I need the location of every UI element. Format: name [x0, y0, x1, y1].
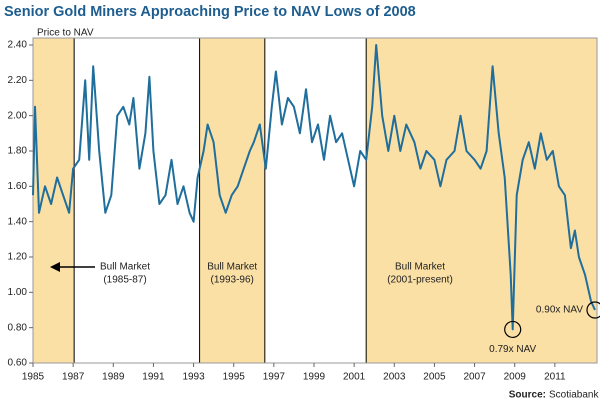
source: Scotiabank [549, 390, 599, 401]
chart-title: Senior Gold Miners Approaching Price to … [4, 4, 416, 20]
annotation-circle [586, 301, 600, 319]
annotation-label: 0.79x NAV [489, 344, 536, 355]
x-tick-label: 2007 [463, 372, 486, 383]
bull-market-shade [366, 38, 597, 363]
x-tick-label: 2011 [544, 372, 566, 383]
y-tick-label: 1.00 [8, 287, 28, 298]
y-tick-label: 1.60 [8, 181, 28, 192]
y-tick-label: 0.80 [8, 322, 28, 333]
y-axis-label: Price to NAV [37, 28, 94, 39]
bull-market-shade [33, 38, 75, 363]
x-tick-label: 1993 [182, 372, 205, 383]
arrow-head [50, 262, 60, 272]
y-tick-label: 2.00 [8, 110, 28, 121]
y-tick-label: 0.60 [8, 358, 28, 369]
y-tick-label: 2.40 [8, 40, 28, 51]
shaded-regions [33, 38, 597, 363]
y-tick-label: 1.20 [8, 252, 28, 263]
region-label: Bull Market [395, 262, 445, 273]
region-label: Bull Market [100, 262, 150, 273]
region-label: Bull Market [207, 262, 257, 273]
plot: Bull Market (1985-87) Bull Market (1993-96)… [8, 28, 600, 383]
x-tick-label: 2003 [383, 372, 406, 383]
source-label: Source: [509, 390, 546, 401]
x-tick-label: 1999 [303, 372, 326, 383]
x-tick-label: 2009 [504, 372, 527, 383]
x-tick-label: 1997 [263, 372, 286, 383]
y-tick-label: 1.40 [8, 216, 28, 227]
annotation-label: 0.90x NAV [536, 305, 583, 316]
y-tick-label: 2.20 [8, 75, 28, 86]
annotation-circle [504, 320, 522, 339]
x-tick-label: 1987 [62, 372, 85, 383]
x-tick-label: 1989 [102, 372, 125, 383]
region-sublabel: (1993-96) [211, 275, 254, 286]
x-tick-label: 1985 [22, 372, 45, 383]
x-tick-label: 2005 [423, 372, 446, 383]
bull-market-shade [199, 38, 265, 363]
x-tick-label: 1995 [223, 372, 246, 383]
region-sublabel: (1985-87) [103, 275, 146, 286]
y-tick-label: 1.80 [8, 146, 28, 157]
region-sublabel: (2001-present) [387, 275, 453, 286]
price-to-nav-line [32, 44, 596, 331]
x-tick-label: 2001 [343, 372, 366, 383]
x-tick-label: 1991 [142, 372, 165, 383]
plot-frame [32, 37, 598, 364]
